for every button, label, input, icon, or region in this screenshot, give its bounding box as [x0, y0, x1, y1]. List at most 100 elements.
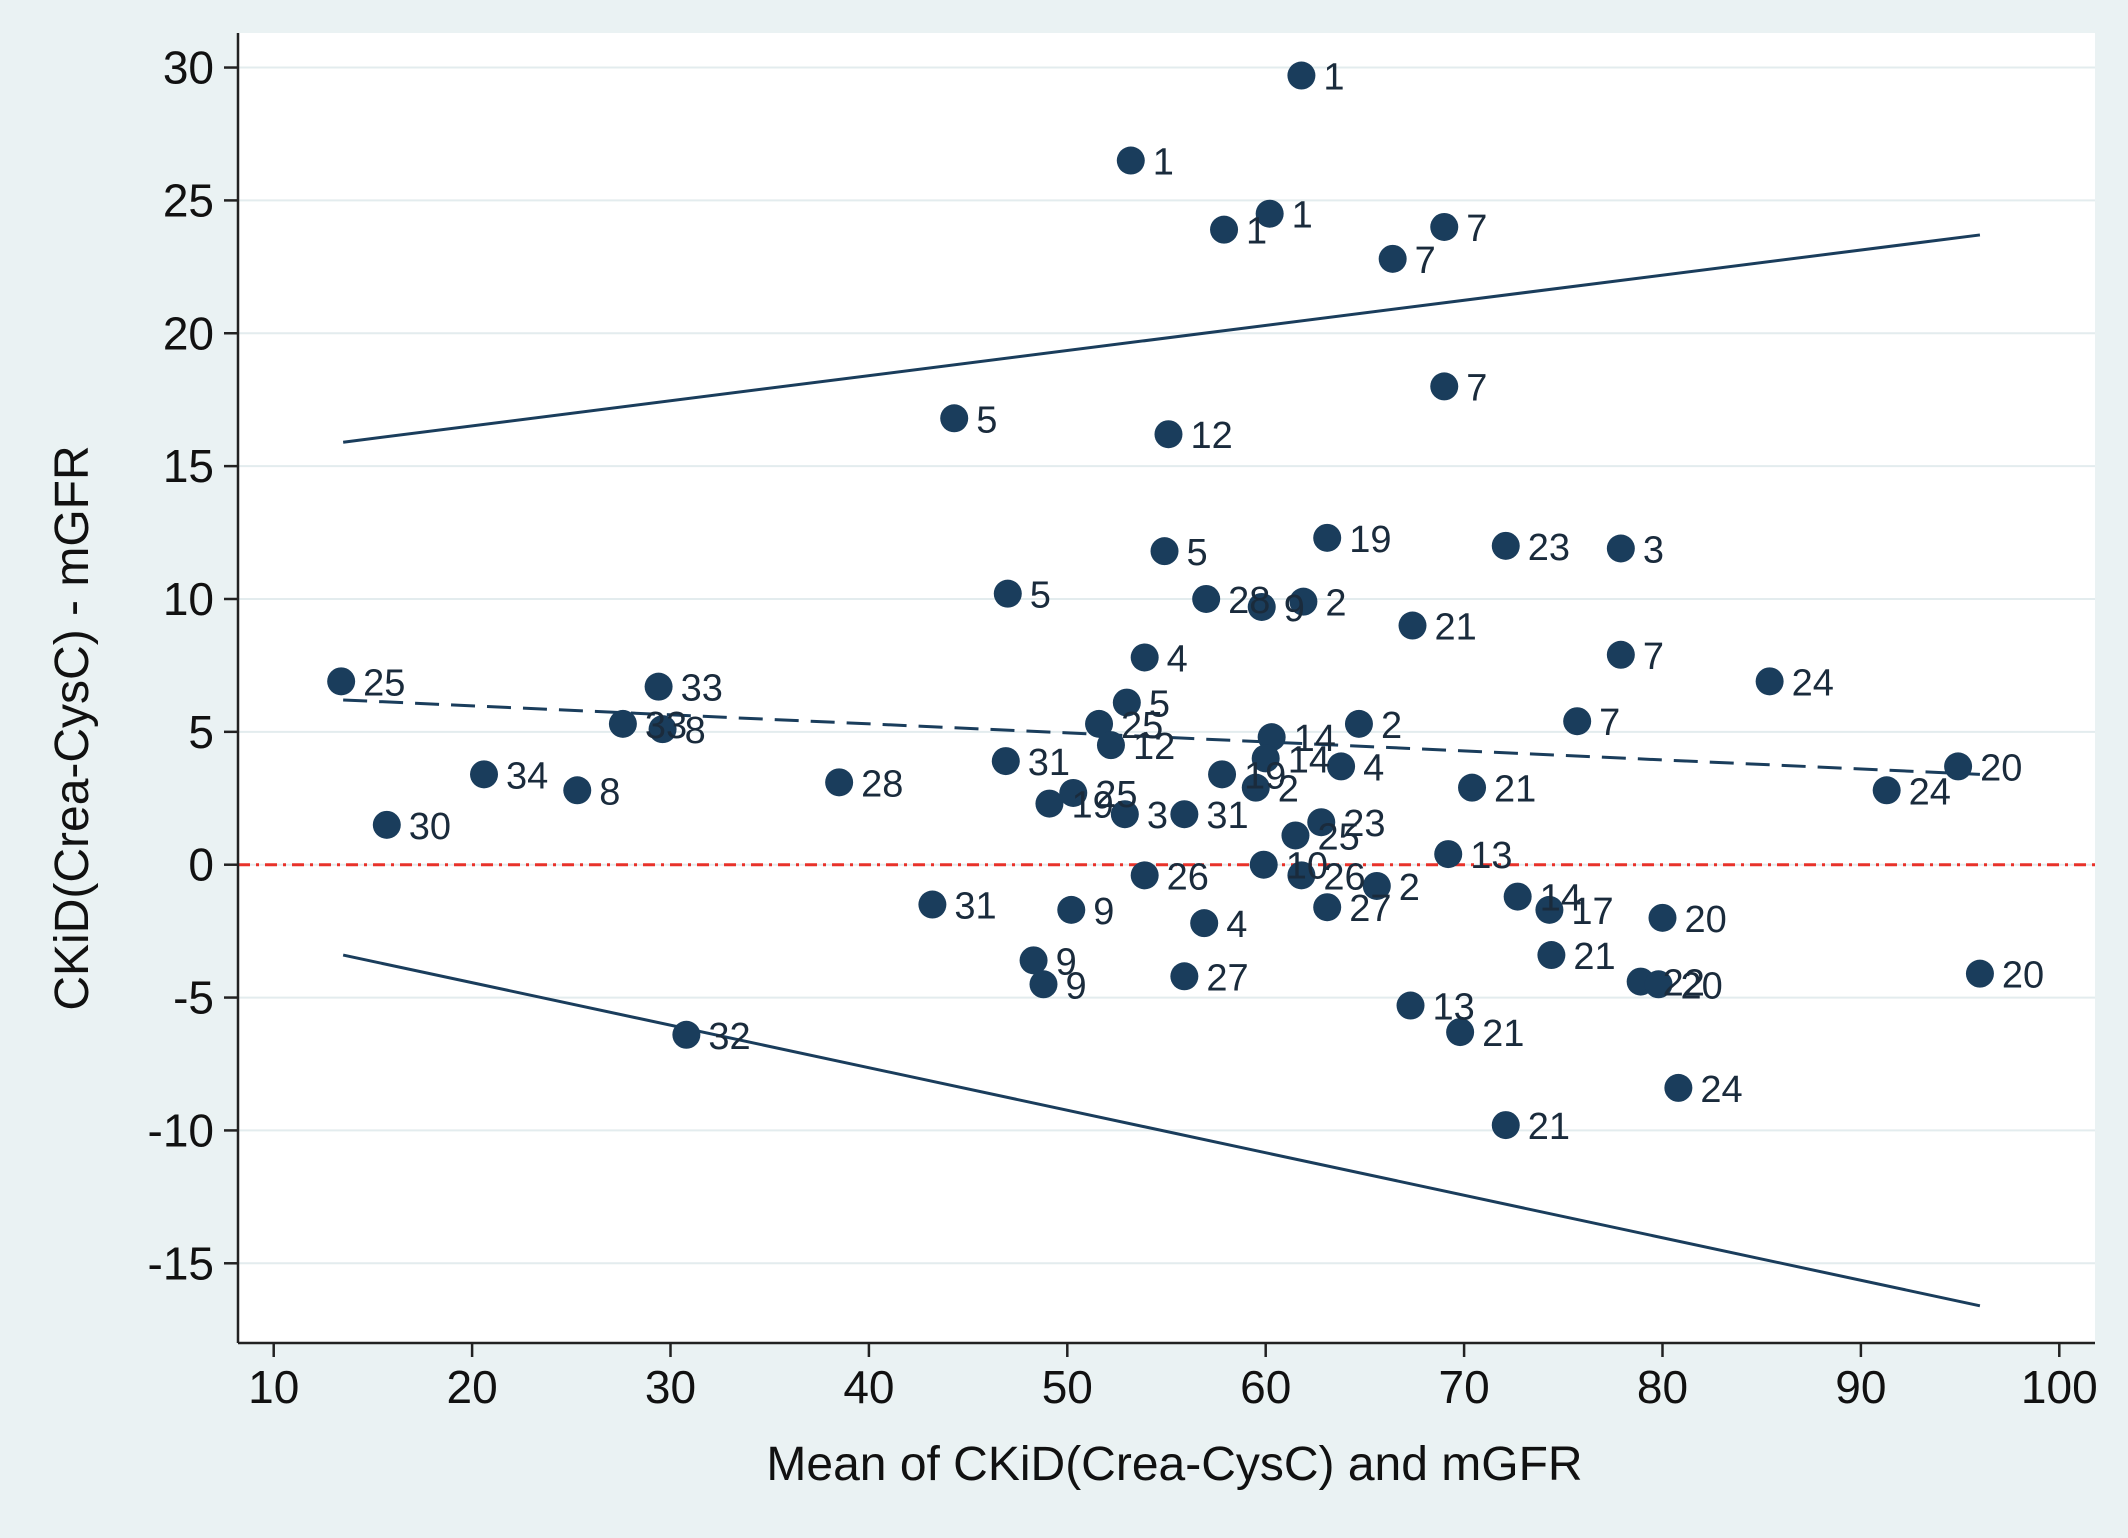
point-label: 24	[1700, 1069, 1742, 1111]
point-label: 1	[1292, 195, 1313, 237]
x-tick-label: 100	[2021, 1361, 2098, 1413]
point-label: 3	[1643, 529, 1664, 571]
point-label: 25	[1095, 774, 1137, 816]
point-label: 2	[1399, 867, 1420, 909]
point-label: 13	[1470, 835, 1512, 877]
x-tick-label: 20	[447, 1361, 498, 1413]
x-tick-label: 80	[1637, 1361, 1688, 1413]
point-label: 31	[1206, 795, 1248, 837]
x-tick-label: 50	[1042, 1361, 1093, 1413]
x-tick-label: 10	[248, 1361, 299, 1413]
point-label: 24	[1909, 771, 1951, 813]
point-label: 33	[681, 668, 723, 710]
x-axis-title: Mean of CKiD(Crea-CysC) and mGFR	[766, 1438, 1582, 1491]
point-label: 7	[1466, 208, 1487, 250]
point-label: 5	[976, 399, 997, 441]
point-label: 21	[1482, 1013, 1524, 1055]
data-point	[1210, 215, 1239, 244]
point-label: 22	[1663, 963, 1705, 1005]
y-tick-label: -15	[148, 1237, 214, 1289]
plot-area	[238, 33, 2095, 1343]
point-label: 32	[708, 1016, 750, 1058]
data-point	[1112, 688, 1141, 717]
data-point	[940, 404, 969, 433]
point-label: 14	[1540, 878, 1582, 920]
data-point	[1208, 760, 1237, 789]
data-point	[1241, 773, 1270, 802]
data-point	[1110, 800, 1139, 829]
data-point	[1096, 731, 1125, 760]
point-label: 2	[1278, 769, 1299, 811]
point-label: 28	[1228, 580, 1270, 622]
y-tick-label: 20	[163, 307, 214, 359]
point-label: 9	[1093, 891, 1114, 933]
point-label: 24	[1792, 662, 1834, 704]
data-point	[1257, 723, 1286, 752]
point-label: 30	[409, 806, 451, 848]
data-point	[1287, 61, 1316, 90]
data-point	[1872, 776, 1901, 805]
point-label: 34	[506, 755, 548, 797]
data-point	[1458, 773, 1487, 802]
data-point	[1150, 537, 1179, 566]
data-point	[1535, 895, 1564, 924]
point-label: 20	[2002, 955, 2044, 997]
data-point	[1029, 970, 1058, 999]
data-point	[648, 715, 677, 744]
data-point	[1251, 744, 1280, 773]
point-label: 26	[1167, 856, 1209, 898]
data-point	[1255, 199, 1284, 228]
point-label: 14	[1294, 718, 1336, 760]
point-label: 5	[1187, 532, 1208, 574]
data-point	[1430, 212, 1459, 241]
y-tick-label: 5	[188, 706, 214, 758]
data-point	[1281, 821, 1310, 850]
data-point	[1434, 840, 1463, 869]
y-tick-label: -10	[148, 1104, 214, 1156]
point-label: 4	[1363, 747, 1384, 789]
point-label: 7	[1415, 240, 1436, 282]
point-label: 33	[645, 705, 687, 747]
data-point	[1247, 592, 1276, 621]
data-point	[327, 667, 356, 696]
point-label: 8	[685, 710, 706, 752]
axes: 10 20 30 40 50 60 70 80 90 100-15-10-505101520253…	[148, 33, 2098, 1413]
point-label: 20	[1684, 899, 1726, 941]
y-tick-label: 0	[188, 839, 214, 891]
data-point	[1491, 1111, 1520, 1140]
data-point	[672, 1020, 701, 1049]
data-point	[1170, 800, 1199, 829]
data-point	[1606, 640, 1635, 669]
point-label: 19	[1244, 755, 1286, 797]
point-label: 21	[1435, 607, 1477, 649]
x-tick-label: 90	[1835, 1361, 1886, 1413]
lower-limit-of-agreement-line	[342, 953, 1981, 1308]
point-label: 20	[1980, 747, 2022, 789]
data-point	[1190, 909, 1219, 938]
data-point	[1503, 882, 1532, 911]
y-tick-label: 10	[163, 573, 214, 625]
point-label: 21	[1573, 936, 1615, 978]
data-point	[1606, 534, 1635, 563]
data-point	[991, 747, 1020, 776]
data-point	[372, 810, 401, 839]
point-label: 27	[1349, 888, 1391, 930]
data-point	[1307, 808, 1336, 837]
data-point	[1085, 709, 1114, 738]
point-label: 2	[1381, 705, 1402, 747]
data-point	[470, 760, 499, 789]
data-point	[1362, 871, 1391, 900]
data-point	[1130, 643, 1159, 672]
point-label: 12	[1133, 726, 1175, 768]
point-label: 23	[1343, 803, 1385, 845]
data-points	[327, 61, 1994, 1140]
data-point	[1130, 861, 1159, 890]
point-label: 7	[1466, 367, 1487, 409]
point-label: 1	[1323, 57, 1344, 99]
point-label: 26	[1323, 856, 1365, 898]
data-point	[918, 890, 947, 919]
point-label: 9	[1065, 965, 1086, 1007]
point-label: 19	[1071, 785, 1113, 827]
